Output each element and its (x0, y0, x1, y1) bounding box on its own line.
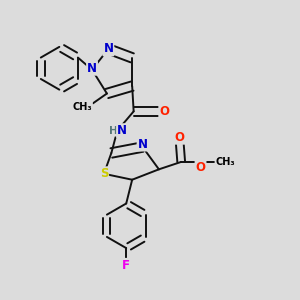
Text: H: H (109, 126, 118, 136)
Text: N: N (87, 62, 97, 75)
Text: F: F (122, 259, 130, 272)
Text: O: O (175, 131, 185, 144)
Text: N: N (138, 138, 148, 151)
Text: CH₃: CH₃ (215, 157, 235, 167)
Text: O: O (196, 161, 206, 174)
Text: O: O (159, 105, 169, 118)
Text: S: S (100, 167, 108, 180)
Text: CH₃: CH₃ (72, 102, 92, 112)
Text: N: N (103, 42, 113, 56)
Text: N: N (117, 124, 127, 137)
